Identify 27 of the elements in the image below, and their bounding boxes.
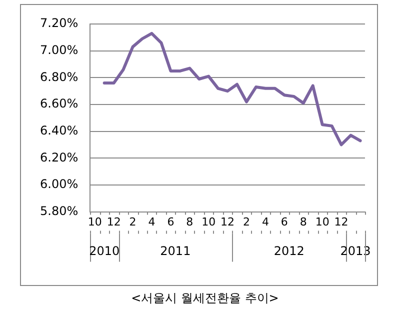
x-tick-label: 12	[220, 215, 235, 228]
y-tick-label: 6.20%	[40, 150, 78, 164]
y-tick-label: 7.00%	[40, 42, 78, 57]
y-tick-label: 6.00%	[40, 177, 78, 192]
x-tick-label: 4	[262, 215, 269, 228]
x-tick-label: 6	[167, 215, 174, 228]
text: <서울시 월세전환율 추이>	[131, 291, 279, 306]
text: 2012	[274, 244, 304, 258]
y-tick-label: 6.40%	[40, 123, 78, 138]
x-tick-label: 8	[300, 215, 307, 228]
y-tick-label: 5.80%	[40, 204, 78, 218]
x-tick-label: 10	[202, 215, 216, 228]
x-tick-label: 6	[280, 215, 288, 228]
y-tick-label: 7.20%	[40, 16, 78, 30]
x-tick-label: 10	[88, 215, 102, 228]
y-tick-label: 6.60%	[40, 96, 78, 111]
y-tick-label: 6.80%	[40, 70, 78, 84]
text: 2011	[160, 244, 191, 258]
text: 2010	[89, 244, 120, 258]
x-tick-label: 12	[106, 215, 121, 228]
x-tick-label: 10	[315, 215, 330, 228]
x-tick-label: 4	[148, 215, 156, 228]
x-tick-label: 8	[186, 215, 194, 228]
text: 2013	[340, 244, 371, 258]
x-tick-label: 12	[334, 215, 348, 228]
x-tick-label: 2	[129, 215, 136, 228]
x-tick-label: 2	[243, 215, 250, 228]
